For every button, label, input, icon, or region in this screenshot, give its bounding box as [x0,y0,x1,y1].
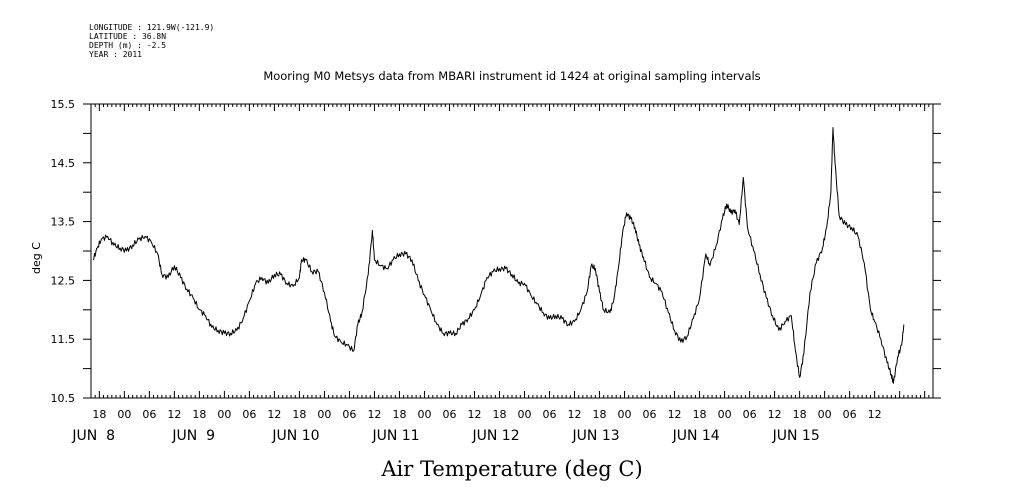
x-tick-label: 06 [743,408,757,421]
x-day-label: JUN 15 [772,428,820,444]
x-axis-label: Air Temperature (deg C) [380,457,642,481]
y-tick-label: 10.5 [51,392,76,405]
chart-title: Mooring M0 Metsys data from MBARI instru… [263,69,760,83]
x-day-label: JUN 8 [71,428,115,444]
x-tick-label: 12 [267,408,281,421]
latitude-label: LATITUDE : 36.8N [89,32,166,41]
x-tick-label: 00 [417,408,431,421]
x-tick-label: 12 [568,408,582,421]
x-tick-label: 12 [668,408,682,421]
x-tick-label: 00 [217,408,231,421]
x-tick-label: 18 [392,408,406,421]
x-tick-label: 12 [768,408,782,421]
x-tick-label: 00 [818,408,832,421]
x-day-label: JUN 13 [572,428,620,444]
x-tick-label: 18 [793,408,807,421]
x-tick-label: 06 [342,408,356,421]
series-group [92,127,905,384]
x-day-label: JUN 10 [271,428,319,444]
x-tick-label: 12 [868,408,882,421]
x-tick-label: 06 [543,408,557,421]
y-tick-label: 12.5 [51,274,76,287]
y-tick-label: 15.5 [51,98,76,111]
x-day-label: JUN 9 [171,428,215,444]
x-tick-label: 00 [718,408,732,421]
x-tick-label: 18 [593,408,607,421]
y-tick-label: 11.5 [51,333,76,346]
x-axis: 18 00 06 12 18 00 06 12 18 00 06 12 18 00 06 12 18 00 06 12… [71,104,934,444]
y-tick-label: 14.5 [51,157,76,170]
y-axis: 10.5 11.5 12.5 13.5 14.5 15.5 [51,98,941,405]
x-tick-label: 06 [442,408,456,421]
series-line [92,127,905,384]
year-label: YEAR : 2011 [89,50,142,59]
x-day-label: JUN 12 [472,428,520,444]
longitude-label: LONGITUDE : 121.9W(-121.9) [89,23,214,32]
x-tick-label: 18 [492,408,506,421]
x-tick-label: 18 [192,408,206,421]
y-axis-label: deg C [30,242,43,274]
x-tick-label: 12 [467,408,481,421]
x-tick-label: 06 [643,408,657,421]
x-tick-label: 18 [92,408,106,421]
x-tick-label: 12 [167,408,181,421]
x-tick-label: 00 [618,408,632,421]
x-tick-label: 18 [693,408,707,421]
x-tick-label: 06 [242,408,256,421]
y-tick-label: 13.5 [51,216,76,229]
x-tick-label: 00 [117,408,131,421]
x-tick-label: 00 [317,408,331,421]
x-day-label: JUN 14 [672,428,720,444]
x-tick-label: 12 [367,408,381,421]
x-tick-label: 06 [142,408,156,421]
plot-frame [90,103,934,399]
depth-label: DEPTH (m) : -2.5 [89,41,166,50]
x-tick-label: 00 [518,408,532,421]
x-day-label: JUN 11 [371,428,419,444]
x-tick-label: 06 [843,408,857,421]
x-tick-label: 18 [292,408,306,421]
